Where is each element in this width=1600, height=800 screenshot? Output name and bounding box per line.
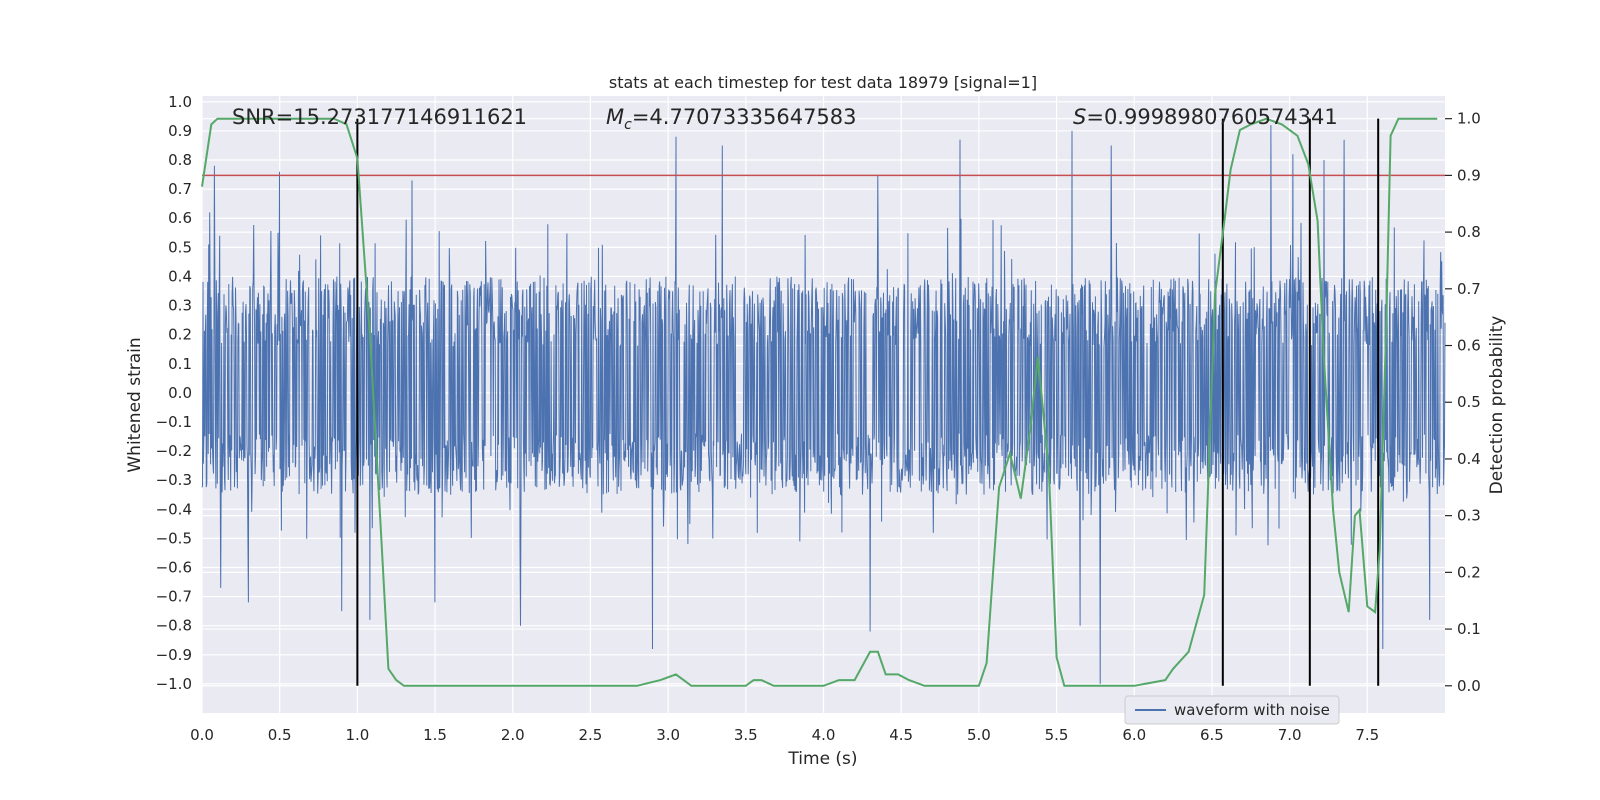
mc-subscript: c (624, 117, 632, 133)
y-tick-label: −0.3 (156, 471, 192, 489)
x-tick-label: 0.5 (268, 726, 292, 744)
x-tick-label: 1.5 (423, 726, 447, 744)
y2-tick-label: 0.6 (1457, 337, 1481, 355)
legend-box (1124, 695, 1340, 725)
y-tick-label: 0.1 (168, 355, 192, 373)
y-tick-label: −0.6 (156, 558, 192, 576)
x-axis-label: Time (s) (787, 749, 857, 769)
y-tick-label: −0.2 (156, 442, 192, 460)
y-tick-label: −0.7 (156, 588, 192, 606)
y2-tick-label: 0.3 (1457, 507, 1481, 525)
mc-symbol: M (606, 105, 624, 129)
x-tick-label: 4.5 (889, 726, 913, 744)
y-tick-label: −0.1 (156, 413, 192, 431)
chirp-mass-annotation: Mc=4.77073335647583 (606, 105, 857, 133)
y2-tick-label: 0.8 (1457, 223, 1481, 241)
x-axis-ticks: 0.0 0.5 1.0 1.5 2.0 2.5 3.0 3.5 4.0 4.5 5.0 5.5 6.0 6… (190, 726, 1379, 744)
y-tick-label: −0.4 (156, 500, 192, 518)
y-tick-label: 0.9 (168, 122, 192, 140)
s-symbol: S (1073, 105, 1086, 129)
y2-tick-label: 0.2 (1457, 563, 1481, 581)
y-tick-label: 0.0 (168, 384, 192, 402)
score-annotation: S=0.9998980760574341 (1073, 105, 1338, 129)
y2-axis-ticks: 1.0 0.9 0.8 0.7 0.6 0.5 0.4 0.3 0.2 0.1 0.0 (1445, 110, 1481, 695)
y-tick-label: 0.3 (168, 297, 192, 315)
waveform-series (201, 125, 1446, 684)
x-tick-label: 2.5 (579, 726, 603, 744)
y-axis-label: Whitened strain (125, 337, 145, 472)
y-tick-label: −1.0 (156, 675, 192, 693)
x-tick-label: 3.5 (734, 726, 758, 744)
y2-tick-label: 0.4 (1457, 450, 1481, 468)
y-tick-label: 0.7 (168, 180, 192, 198)
x-tick-label: 2.0 (501, 726, 525, 744)
y2-axis-label: Detection probability (1487, 316, 1507, 495)
y-tick-label: −0.8 (156, 617, 192, 635)
x-tick-label: 5.0 (967, 726, 991, 744)
y2-tick-label: 0.7 (1457, 280, 1481, 298)
x-tick-label: 6.5 (1200, 726, 1224, 744)
x-tick-label: 4.0 (812, 726, 836, 744)
mc-value: =4.77073335647583 (632, 105, 857, 129)
y-tick-label: 0.6 (168, 209, 192, 227)
y-tick-label: 0.2 (168, 326, 192, 344)
y-tick-label: 0.4 (168, 267, 192, 285)
chart-title: stats at each timestep for test data 189… (609, 73, 1037, 92)
y2-tick-label: 0.5 (1457, 393, 1481, 411)
x-tick-label: 7.5 (1355, 726, 1379, 744)
y-tick-label: −0.5 (156, 529, 192, 547)
y2-tick-label: 0.9 (1457, 166, 1481, 184)
event-markers (356, 118, 1380, 686)
y-tick-label: −0.9 (156, 646, 192, 664)
x-tick-label: 6.0 (1122, 726, 1146, 744)
y2-tick-label: 0.1 (1457, 620, 1481, 638)
y-tick-label: 0.5 (168, 238, 192, 256)
y-tick-label: 0.8 (168, 151, 192, 169)
legend: waveform with noise (1124, 695, 1340, 725)
x-tick-label: 0.0 (190, 726, 214, 744)
x-tick-label: 3.0 (656, 726, 680, 744)
y2-tick-label: 1.0 (1457, 110, 1481, 128)
probability-series (201, 117, 1438, 687)
x-tick-label: 1.0 (345, 726, 369, 744)
snr-annotation: SNR=15.273177146911621 (232, 105, 527, 129)
x-tick-label: 5.5 (1045, 726, 1069, 744)
legend-label: waveform with noise (1174, 701, 1330, 719)
x-tick-label: 7.0 (1278, 726, 1302, 744)
y-tick-label: 1.0 (168, 93, 192, 111)
y2-tick-label: 0.0 (1457, 677, 1481, 695)
s-value: =0.9998980760574341 (1086, 105, 1337, 129)
y-axis-ticks: 1.0 0.9 0.8 0.7 0.6 0.5 0.4 0.3 0.2 0.1 0.0 −0.1 −0.… (156, 93, 192, 693)
